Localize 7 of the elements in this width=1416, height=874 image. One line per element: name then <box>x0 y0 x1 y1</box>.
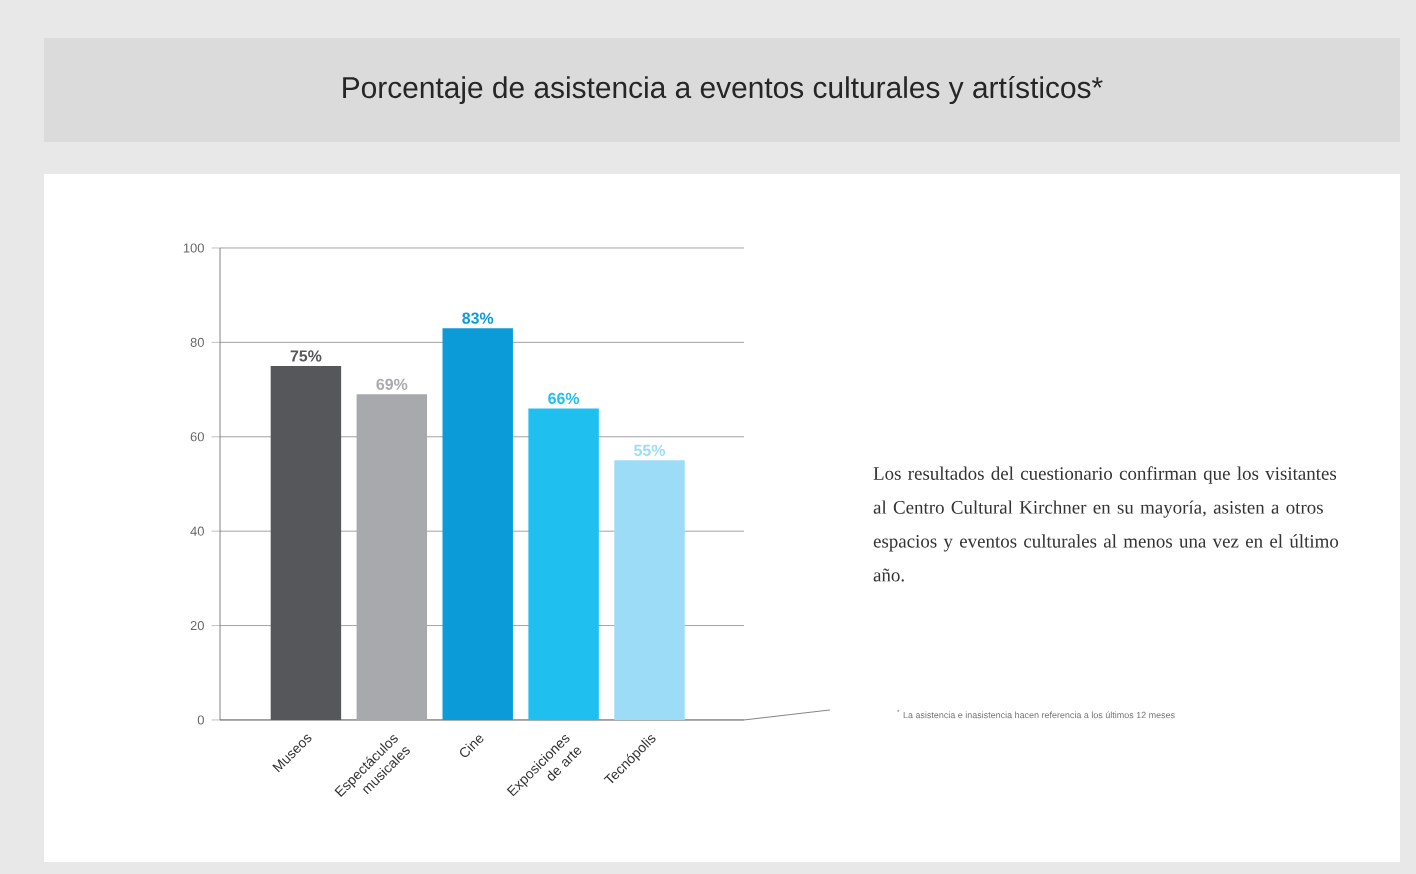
bar <box>356 394 428 720</box>
bar <box>442 328 513 720</box>
text: Los resultados del cuestionario confirman que los visitantes al Centro Cultural Kirchner en su mayoría, asisten a otros espacios y eventos culturales al menos una vez en el último año. <box>873 466 1339 582</box>
chart-title: Porcentaje de asistencia a eventos culturales y artísticos* <box>343 75 1103 105</box>
bar <box>270 365 342 720</box>
bar <box>528 408 599 720</box>
bar <box>614 460 685 720</box>
